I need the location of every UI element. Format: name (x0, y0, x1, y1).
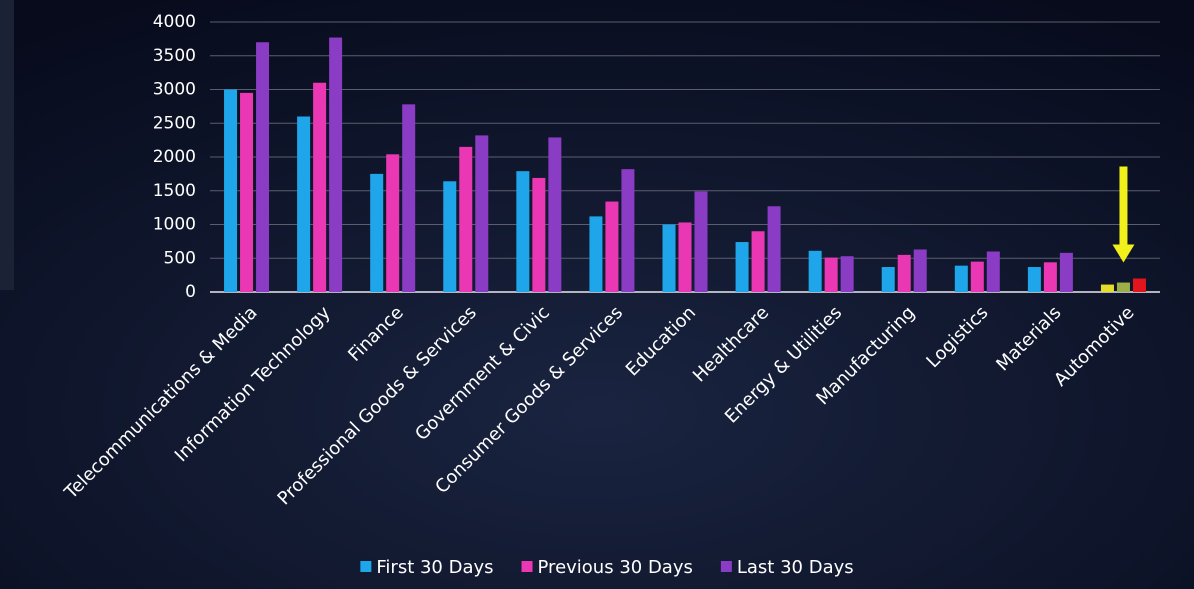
bar (1132, 278, 1146, 292)
legend-label: Last 30 Days (737, 557, 854, 578)
bar (370, 173, 384, 292)
bar (297, 116, 311, 292)
bar (475, 135, 489, 292)
bar (1027, 267, 1041, 292)
side-panel (0, 0, 14, 290)
bar (970, 261, 984, 292)
bar (621, 169, 635, 292)
bar (402, 104, 416, 292)
bar (605, 201, 619, 292)
y-tick-label: 0 (185, 282, 196, 302)
bar (824, 257, 838, 292)
bar (459, 146, 473, 292)
y-tick-label: 3000 (153, 80, 196, 100)
bar (840, 256, 854, 292)
bar (881, 267, 895, 292)
bar (751, 231, 765, 292)
bar (913, 249, 927, 292)
bar (329, 37, 343, 293)
y-tick-label: 2500 (153, 113, 196, 133)
bar (443, 181, 457, 292)
bar (808, 250, 822, 292)
bar (678, 222, 692, 292)
y-tick-label: 2000 (153, 147, 196, 167)
legend-swatch (720, 561, 732, 572)
bar (224, 89, 238, 292)
bar (662, 224, 676, 292)
bar (313, 82, 327, 292)
legend-label: Previous 30 Days (538, 557, 693, 578)
y-tick-label: 1000 (153, 215, 196, 235)
legend: First 30 Days Previous 30 Days Last 30 Day… (360, 557, 854, 578)
y-tick-label: 4000 (153, 12, 196, 32)
legend-swatch (360, 561, 372, 572)
bar (767, 206, 781, 292)
bar (1059, 252, 1073, 292)
bar (256, 42, 270, 292)
legend-label: First 30 Days (376, 557, 493, 578)
bar (954, 265, 968, 292)
highlight-arrow (1112, 166, 1135, 263)
bar (986, 251, 1000, 292)
bar (516, 171, 530, 292)
bar (548, 137, 562, 292)
bar (1116, 282, 1130, 292)
y-tick-label: 500 (164, 248, 196, 268)
legend-swatch (521, 561, 533, 572)
bar (694, 191, 708, 292)
bar (532, 177, 546, 292)
bar (897, 254, 911, 292)
y-tick-label: 3500 (153, 46, 196, 66)
bar (589, 216, 603, 292)
bar (240, 92, 254, 292)
y-tick-label: 1500 (153, 181, 196, 201)
bar (735, 242, 749, 292)
bar (1100, 284, 1114, 292)
bar (386, 154, 400, 292)
bar (1043, 262, 1057, 292)
